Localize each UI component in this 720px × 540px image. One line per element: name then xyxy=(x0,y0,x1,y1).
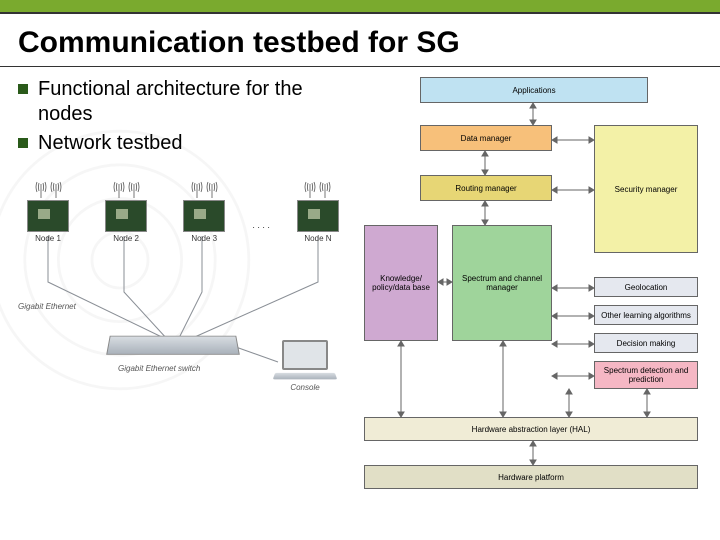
arch-box-kbase: Knowledge/ policy/data base xyxy=(364,225,438,341)
switch-icon xyxy=(106,336,240,355)
ethernet-label: Gigabit Ethernet xyxy=(18,302,76,311)
node-row: Node 1 Node 2 Node 3 . . . . Node N xyxy=(18,180,348,243)
architecture-diagram: Applications Data manager Routing manager S… xyxy=(364,77,709,517)
arch-box-spectrum: Spectrum and channel manager xyxy=(452,225,552,341)
node-label: Node 3 xyxy=(174,234,234,243)
node: Node 2 xyxy=(96,180,156,243)
node-label: Node 2 xyxy=(96,234,156,243)
antenna-icon xyxy=(96,180,156,198)
board-icon xyxy=(105,200,147,232)
arrow-horizontal xyxy=(552,339,594,349)
antenna-icon xyxy=(18,180,78,198)
board-icon xyxy=(183,200,225,232)
node: Node N xyxy=(288,180,348,243)
arch-box-decision: Decision making xyxy=(594,333,698,353)
arrow-horizontal xyxy=(552,185,594,195)
slide-title: Communication testbed for SG xyxy=(0,14,720,67)
node: Node 1 xyxy=(18,180,78,243)
arrow-vertical xyxy=(642,389,652,417)
ellipsis: . . . . xyxy=(252,220,270,230)
arch-box-hw: Hardware platform xyxy=(364,465,698,489)
board-icon xyxy=(27,200,69,232)
arrow-vertical xyxy=(528,441,538,465)
arch-box-security: Security manager xyxy=(594,125,698,253)
node-label: Node N xyxy=(288,234,348,243)
node-label: Node 1 xyxy=(18,234,78,243)
switch-label: Gigabit Ethernet switch xyxy=(118,364,200,373)
arrow-horizontal xyxy=(552,371,594,381)
antenna-icon xyxy=(288,180,348,198)
arch-box-learn: Other learning algorithms xyxy=(594,305,698,325)
arrow-horizontal xyxy=(552,283,594,293)
console-icon: Console xyxy=(274,340,336,386)
arrow-vertical xyxy=(396,341,406,417)
arrow-vertical xyxy=(498,341,508,417)
arrow-vertical xyxy=(480,201,490,225)
arrow-vertical xyxy=(480,151,490,175)
arrow-horizontal xyxy=(552,311,594,321)
arch-box-routing: Routing manager xyxy=(420,175,552,201)
board-icon xyxy=(297,200,339,232)
network-diagram: Node 1 Node 2 Node 3 . . . . Node N xyxy=(18,172,348,432)
arrow-vertical xyxy=(564,389,574,417)
arrow-vertical xyxy=(528,103,538,125)
accent-bar xyxy=(0,0,720,14)
arch-box-geo: Geolocation xyxy=(594,277,698,297)
arch-box-detect: Spectrum detection and prediction xyxy=(594,361,698,389)
arch-box-hal: Hardware abstraction layer (HAL) xyxy=(364,417,698,441)
node: Node 3 xyxy=(174,180,234,243)
console-label: Console xyxy=(274,383,336,392)
arrow-horizontal xyxy=(438,277,452,287)
bullet-icon xyxy=(18,84,28,94)
arrow-horizontal xyxy=(552,135,594,145)
arch-box-apps: Applications xyxy=(420,77,648,103)
arch-box-data-mgr: Data manager xyxy=(420,125,552,151)
antenna-icon xyxy=(174,180,234,198)
